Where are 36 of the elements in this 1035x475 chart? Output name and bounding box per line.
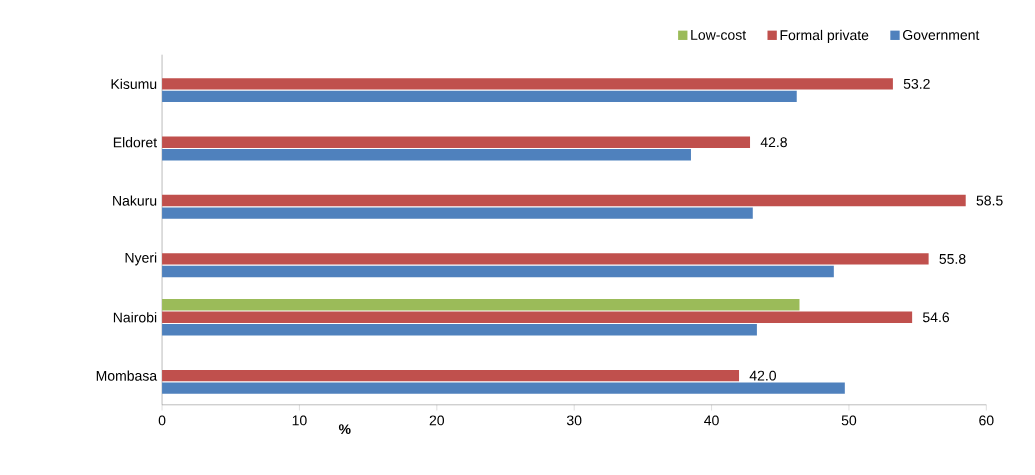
bar (162, 253, 929, 265)
bar (162, 382, 845, 394)
legend-label: Low-cost (691, 30, 747, 40)
bar (162, 265, 834, 278)
data-label: 54.6 (922, 312, 950, 323)
data-label: 53.2 (903, 79, 930, 89)
data-label: 42.0 (749, 370, 777, 381)
bar (162, 207, 753, 219)
y-tick-label: Eldoret (113, 137, 158, 148)
x-tick-label: 50 (841, 415, 857, 426)
data-label: 58.5 (976, 195, 1003, 206)
x-tick-label: 30 (566, 415, 582, 426)
x-tick-label: 40 (704, 415, 719, 426)
x-tick-label: 20 (429, 415, 445, 426)
bar (162, 78, 893, 90)
data-label: 55.8 (939, 254, 966, 264)
bar (162, 324, 757, 336)
legend-label: Government (903, 30, 980, 41)
x-axis-title: % (338, 424, 351, 435)
y-tick-label: Nairobi (113, 312, 157, 323)
bar (162, 149, 691, 161)
bar (162, 136, 751, 148)
bar (162, 299, 800, 311)
x-tick-label: 60 (979, 415, 994, 426)
y-tick-label: Kisumu (111, 78, 157, 90)
bar (162, 311, 913, 324)
bar (162, 194, 966, 207)
y-tick-label: Nakuru (113, 195, 157, 206)
x-tick-label: 0 (158, 415, 166, 426)
data-label: 42.8 (760, 137, 787, 148)
bar (162, 90, 797, 103)
y-tick-label: Mombasa (96, 370, 158, 381)
y-tick-label: Nyeri (125, 252, 157, 266)
x-tick-label: 10 (292, 415, 307, 426)
bar (162, 370, 740, 382)
legend-label: Formal private (780, 29, 869, 43)
